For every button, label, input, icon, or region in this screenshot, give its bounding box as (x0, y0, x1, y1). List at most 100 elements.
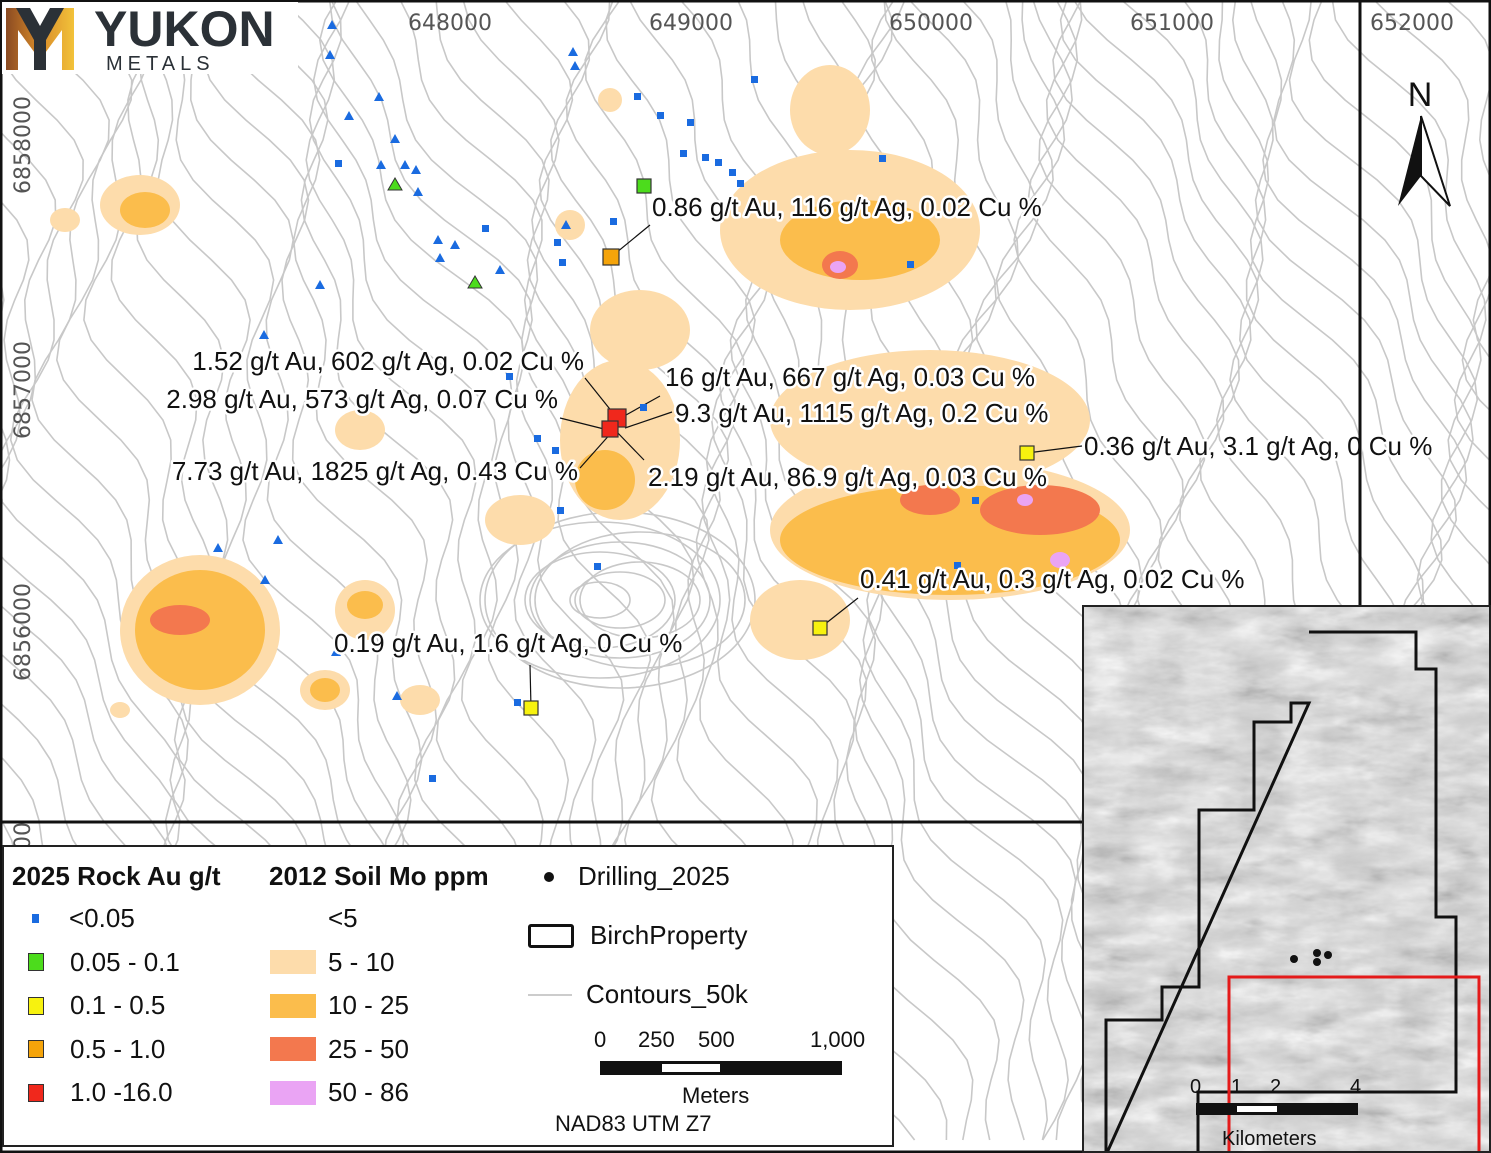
soil-anomaly (790, 65, 870, 155)
sample-point (557, 507, 564, 514)
legend-swatch-icon (28, 1083, 44, 1102)
legend-swatch-icon (270, 1080, 316, 1105)
sample-point (523, 700, 539, 716)
contour-line (1288, 2, 1489, 566)
sample-point (327, 20, 337, 29)
legend-label: 50 - 86 (328, 1077, 409, 1107)
sample-point (702, 154, 709, 161)
scale-tick: 0 (594, 1027, 607, 1052)
legend-swatch-icon (32, 914, 39, 923)
contour-line (574, 571, 666, 629)
sample-label: 16 g/t Au, 667 g/t Ag, 0.03 Cu % (665, 362, 1035, 392)
scale-tick: 4 (1350, 1076, 1361, 1098)
contour-line (1308, 2, 1489, 511)
soil-anomaly (485, 495, 555, 545)
sample-point (634, 93, 641, 100)
legend-label: 0.5 - 1.0 (70, 1033, 166, 1064)
sample-point (879, 155, 886, 162)
sample-label: 9.3 g/t Au, 1115 g/t Ag, 0.2 Cu % (675, 398, 1048, 428)
soil-anomaly (590, 290, 690, 370)
soil-anomaly (598, 88, 622, 112)
sample-point (568, 47, 578, 56)
sample-point (260, 575, 270, 584)
logo-name: YUKON (94, 1, 275, 57)
sample-point (554, 239, 561, 246)
scale-tick: 500 (698, 1027, 735, 1052)
scale-tick: 0 (1190, 1076, 1201, 1098)
soil-anomaly (110, 702, 130, 718)
contour-line (569, 581, 631, 619)
sample-point (411, 165, 421, 174)
legend-contours: Contours_50k (528, 979, 748, 1010)
sample-point (390, 134, 400, 143)
sample-label: 0.41 g/t Au, 0.3 g/t Ag, 0.02 Cu % (860, 564, 1245, 594)
sample-labels: 0.86 g/t Au, 116 g/t Ag, 0.02 Cu % 1.52 g… (164, 190, 1435, 661)
scale-tick: 1,000 (810, 1027, 866, 1052)
sample-label: 0.36 g/t Au, 3.1 g/t Ag, 0 Cu % (1084, 431, 1432, 461)
legend-label: <0.05 (69, 903, 135, 933)
sample-point (601, 420, 619, 438)
contour-line (524, 551, 676, 649)
soil-anomaly (980, 485, 1100, 535)
sample-point (392, 691, 402, 700)
sample-point (506, 373, 513, 380)
sample-point (482, 225, 489, 232)
inset-scale-bar: 0 1 2 4 Kilometers (1190, 1076, 1361, 1150)
legend-label: BirchProperty (590, 920, 748, 950)
label-leader (614, 429, 645, 461)
sample-point (435, 253, 445, 262)
easting-label: 650000 (889, 11, 973, 36)
easting-label: 652000 (1370, 11, 1454, 36)
legend-item: 5 - 10 (270, 947, 395, 978)
label-leader (1026, 445, 1083, 454)
sample-point (715, 159, 722, 166)
sample-point (729, 169, 736, 176)
easting-label: 648000 (408, 11, 492, 36)
legend-swatch-icon (28, 1040, 44, 1058)
logo: YUKON METALS (2, 1, 298, 75)
sample-point (376, 160, 386, 169)
scale-unit: Meters (682, 1083, 750, 1108)
sample-label: 0.19 g/t Au, 1.6 g/t Ag, 0 Cu % (334, 628, 682, 658)
legend-item: 50 - 86 (270, 1077, 409, 1108)
sample-point (602, 248, 620, 266)
sample-point (429, 775, 436, 782)
sample-point (374, 92, 384, 101)
sample-point (751, 76, 758, 83)
soil-anomaly (575, 450, 635, 510)
legend-label: 10 - 25 (328, 990, 409, 1020)
sample-point (687, 119, 694, 126)
legend-label: 1.0 -16.0 (70, 1077, 173, 1107)
soil-anomaly (555, 210, 585, 240)
hillshade: 0 1 2 4 Kilometers (1084, 607, 1489, 1151)
grid-labels: 648000 649000 650000 651000 652000 68580… (11, 11, 1454, 850)
legend-label: <5 (328, 903, 358, 933)
sample-point (552, 447, 559, 454)
legend: 2025 Rock Au g/t 2012 Soil Mo ppm <0.05 0… (2, 845, 894, 1147)
legend-label: Contours_50k (586, 979, 748, 1009)
legend-item: <0.05 (26, 903, 135, 934)
property-outline-icon (528, 923, 574, 948)
sample-label: 2.98 g/t Au, 573 g/t Ag, 0.07 Cu % (166, 384, 558, 414)
projection: NAD83 UTM Z7 (555, 1111, 712, 1136)
sample-point (559, 259, 566, 266)
sample-point (812, 620, 828, 636)
sample-point (657, 112, 664, 119)
sample-point (344, 111, 354, 120)
legend-drilling: Drilling_2025 (544, 861, 730, 892)
soil-anomaly (150, 605, 210, 635)
legend-label: 5 - 10 (328, 946, 395, 977)
soil-anomaly (335, 410, 385, 450)
northing-label: 6857000 (11, 341, 36, 439)
legend-swatch-icon (270, 1037, 316, 1061)
sample-point (907, 261, 914, 268)
scale-tick: 250 (638, 1027, 675, 1052)
soil-anomaly (770, 350, 1090, 490)
soil-legend-title: 2012 Soil Mo ppm (269, 861, 489, 891)
property-boundary (1104, 630, 1458, 1151)
sample-point (680, 150, 687, 157)
soil-anomaly (750, 580, 850, 660)
contour-line (534, 531, 746, 669)
contour-line (1331, 2, 1489, 461)
